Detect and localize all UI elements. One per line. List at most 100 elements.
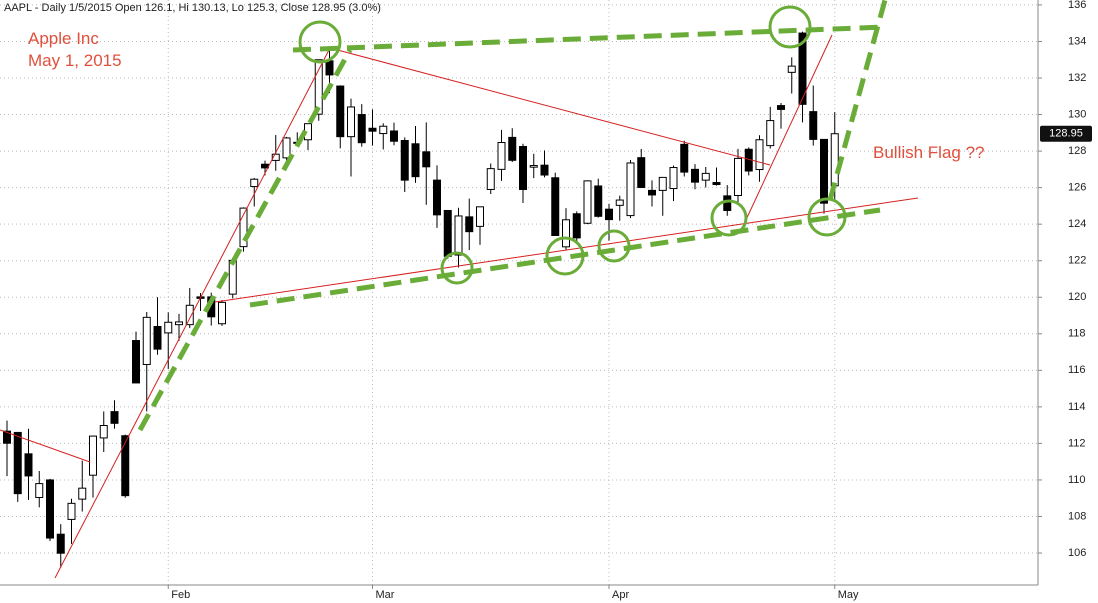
- candle-body: [830, 133, 839, 187]
- candle-body: [347, 106, 355, 138]
- x-tick-label: Mar: [376, 589, 395, 601]
- candle-body: [583, 180, 592, 224]
- candle-body: [809, 111, 818, 140]
- candle-body: [250, 178, 259, 188]
- candle-body: [476, 206, 484, 227]
- candle-body: [734, 157, 742, 196]
- candle-body: [605, 208, 613, 221]
- candle-body: [3, 430, 11, 444]
- last-price-box: [1040, 125, 1092, 142]
- candle-body: [572, 213, 581, 239]
- y-tick-label: 136: [1068, 0, 1086, 11]
- candle-body: [798, 32, 807, 105]
- candle-body: [637, 157, 646, 188]
- candle-body: [400, 139, 409, 181]
- candle-body: [691, 168, 699, 183]
- candle-body: [777, 105, 785, 110]
- candle-body: [261, 163, 269, 169]
- y-tick-label: 126: [1068, 182, 1086, 194]
- candle-body: [540, 164, 549, 176]
- candle-body: [89, 435, 97, 476]
- candle-body: [820, 138, 828, 204]
- trendline: [0, 429, 91, 463]
- candle-body: [325, 60, 334, 76]
- highlight-circle: [298, 20, 342, 64]
- x-tick-label: Apr: [612, 589, 629, 601]
- candle-body: [766, 120, 775, 147]
- candle-body: [497, 142, 506, 170]
- candle-body: [24, 453, 33, 477]
- candle-body: [422, 151, 431, 168]
- candle-body: [658, 176, 667, 191]
- annotation: May 1, 2015: [28, 51, 122, 70]
- candle-body: [368, 127, 377, 132]
- candle-body: [626, 162, 635, 217]
- candle-body: [185, 304, 194, 326]
- trendline: [329, 47, 771, 166]
- candle-body: [99, 425, 108, 439]
- trendline: [214, 197, 919, 303]
- annotation: Apple Inc: [28, 29, 99, 48]
- candle-body: [153, 325, 162, 350]
- trendline: [744, 34, 833, 223]
- candle-body: [282, 137, 291, 159]
- candle-body: [357, 114, 366, 144]
- candle-body: [67, 502, 76, 520]
- axes: 106 108 110 112 114 116 118 120 122 124 126 128 130 1…: [167, 0, 1092, 601]
- candle-body: [121, 435, 130, 497]
- candle-body: [615, 199, 624, 206]
- candle-body: [486, 168, 495, 190]
- candle-body: [519, 146, 527, 190]
- candle-body: [56, 533, 65, 554]
- candle-body: [701, 172, 710, 181]
- grid: [0, 0, 1038, 585]
- candles: [3, 31, 839, 568]
- candle-body: [218, 301, 226, 325]
- candle-body: [755, 139, 764, 171]
- candle-body: [723, 195, 732, 211]
- candle-body: [314, 59, 323, 115]
- trendlines: [0, 0, 919, 579]
- candle-body: [454, 215, 463, 256]
- candle-body: [433, 179, 441, 216]
- y-tick-label: 132: [1068, 72, 1086, 84]
- flag-line: [292, 24, 886, 53]
- flag-line: [827, 0, 888, 201]
- candle-body: [680, 143, 689, 173]
- x-tick-label: Feb: [171, 589, 190, 601]
- y-tick-label: 120: [1068, 291, 1086, 303]
- highlight-circle: [768, 5, 812, 49]
- candle-body: [164, 321, 173, 334]
- y-tick-label: 108: [1068, 510, 1086, 522]
- candle-body: [712, 182, 721, 186]
- y-tick-label: 110: [1068, 474, 1086, 486]
- candle-body: [13, 431, 22, 495]
- trendline: [54, 47, 331, 579]
- candle-body: [411, 143, 420, 178]
- y-tick-label: 116: [1068, 364, 1086, 376]
- y-tick-label: 130: [1068, 108, 1086, 120]
- highlight-circle: [597, 229, 631, 263]
- candle-body: [336, 85, 345, 138]
- y-tick-label: 122: [1068, 255, 1086, 267]
- x-tick-label: May: [838, 589, 859, 601]
- candle-body: [562, 219, 570, 248]
- chart-title: AAPL - Daily 1/5/2015 Open 126.1, Hi 130…: [4, 2, 381, 14]
- highlight-circle: [440, 251, 474, 285]
- highlight-circle: [807, 197, 847, 237]
- candle-body: [46, 479, 54, 539]
- candle-body: [529, 165, 538, 168]
- candle-body: [443, 209, 452, 257]
- candle-body: [110, 411, 119, 424]
- candle-body: [78, 487, 87, 500]
- candle-body: [508, 136, 517, 161]
- candle-body: [648, 189, 656, 196]
- candle-body: [35, 483, 44, 498]
- flag-line: [137, 48, 353, 432]
- highlight-circle: [545, 236, 585, 276]
- y-tick-label: 112: [1068, 437, 1086, 449]
- y-tick-label: 114: [1068, 401, 1086, 413]
- candle-body: [390, 130, 398, 142]
